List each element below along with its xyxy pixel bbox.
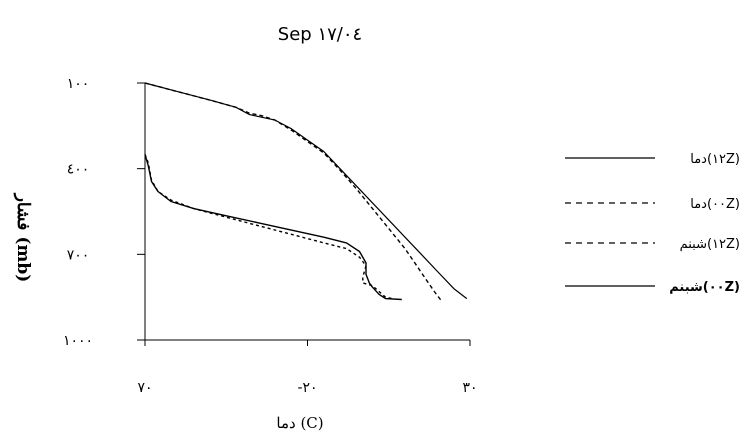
legend-label: شبنم(١٢Z) (680, 237, 740, 252)
legend-label: دما(٠٠Z) (690, 197, 740, 212)
y-tick-label: ١٠٠٠ (63, 333, 93, 349)
series-line (144, 82, 468, 300)
legend-label: دما(١٢Z) (690, 152, 740, 167)
x-tick-label: ٧٠ (137, 380, 152, 396)
chart-title: Sep ١٧/٠٤ (278, 24, 362, 45)
legend-label: شبنم(٠٠Z) (669, 280, 740, 295)
series-line (144, 154, 393, 300)
x-tick-label: -٢٠ (297, 380, 317, 396)
y-tick-label: ١٠٠ (67, 76, 90, 92)
x-tick-label: ٣٠ (462, 380, 477, 396)
y-axis-label: فشار (mb) (13, 192, 33, 283)
series-lines (144, 82, 468, 301)
plot-area: ٧٠ -٢٠ ٣٠ ١٠٠ ٤٠٠ ٧٠٠ ١٠٠٠ (63, 76, 478, 396)
x-axis-label: دما (C) (276, 414, 323, 432)
series-line (144, 82, 442, 301)
y-ticks: ١٠٠ ٤٠٠ ٧٠٠ ١٠٠٠ (63, 76, 145, 349)
y-tick-label: ٤٠٠ (67, 162, 90, 178)
y-tick-label: ٧٠٠ (67, 247, 90, 263)
legend: دما(١٢Z) دما(٠٠Z) شبنم(١٢Z) شبنم(٠٠Z) (565, 152, 740, 295)
series-line (144, 154, 402, 301)
x-ticks: ٧٠ -٢٠ ٣٠ (137, 340, 478, 396)
